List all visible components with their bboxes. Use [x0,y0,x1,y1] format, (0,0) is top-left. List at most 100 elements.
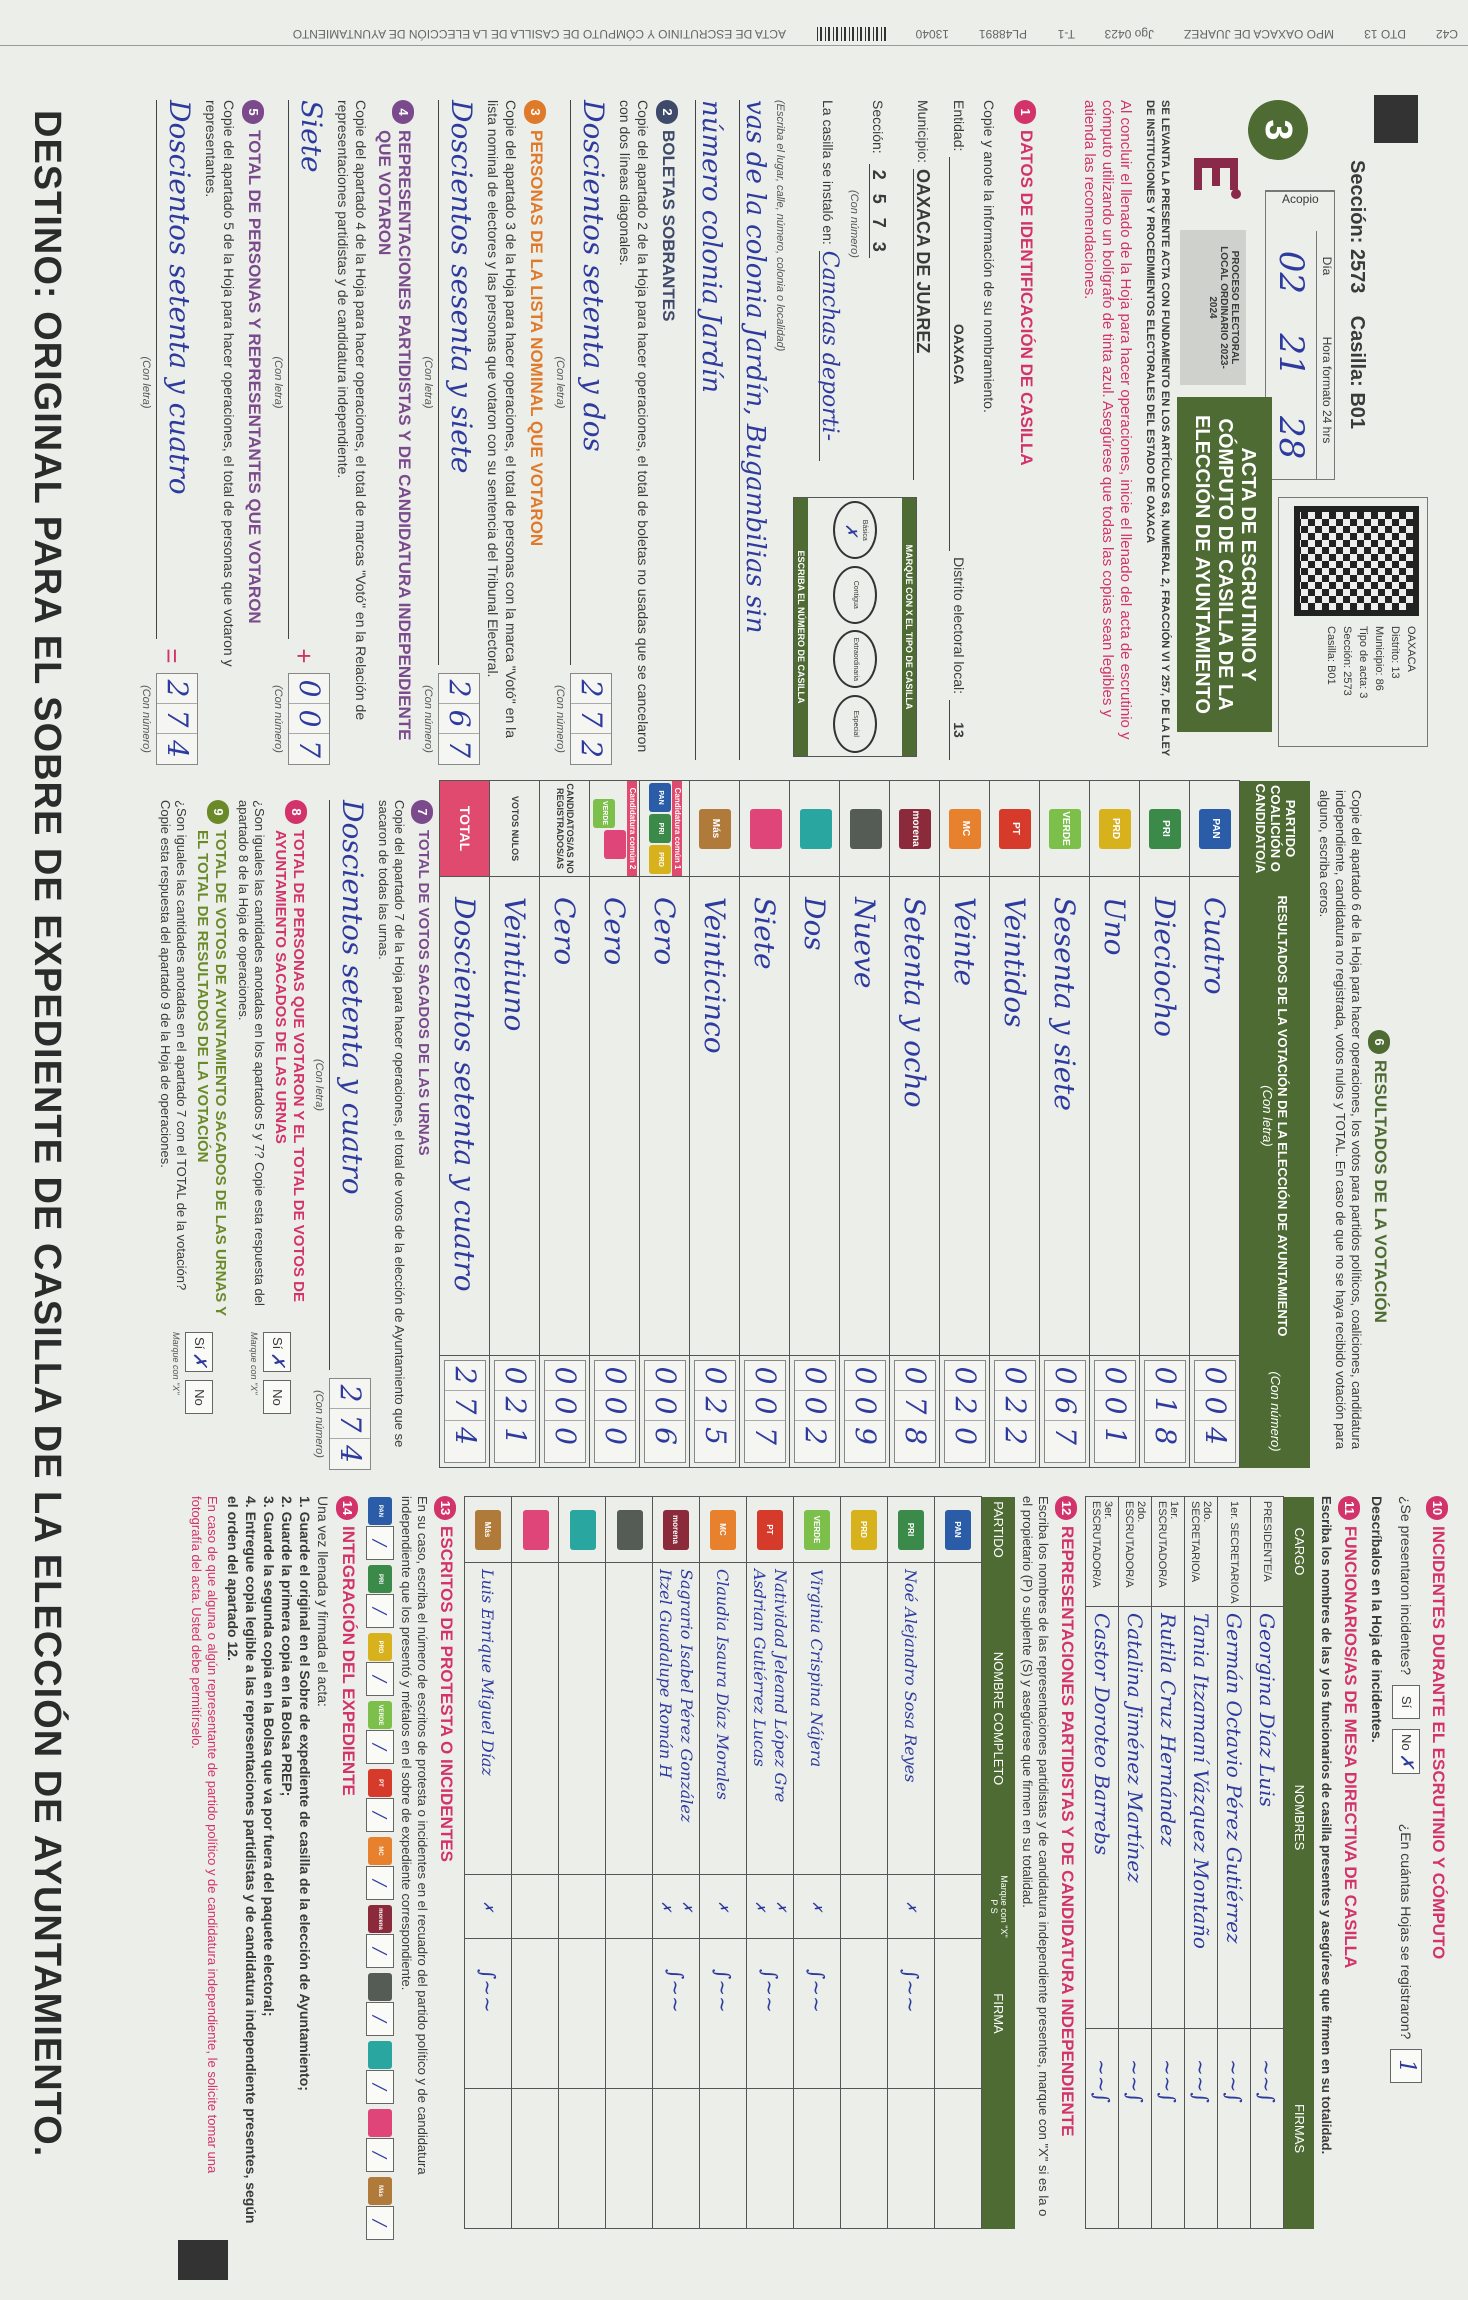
no-checkbox[interactable]: No [263,1380,292,1415]
representative-signature-field[interactable]: ∫~~ [699,1938,747,2089]
ps-mark-field[interactable]: ✗ [887,1874,935,1939]
votes-letter-field[interactable]: Cero [640,876,690,1356]
ps-mark-field[interactable] [934,1874,982,1939]
official-signature-field[interactable]: ~~∫ [1086,2028,1119,2229]
ps-mark-field[interactable] [511,1874,559,1939]
votes-letter-field[interactable]: Siete [740,876,790,1356]
protest-count-field[interactable]: / [366,1934,394,1968]
protest-count-field[interactable]: / [366,2206,394,2240]
votes-letter-field[interactable]: Doscientos setenta y cuatro [440,876,490,1356]
representative-signature-field[interactable]: ∫~~ [887,1938,935,2089]
official-signature-field[interactable]: ~~∫ [1251,2028,1284,2229]
representative-name-field[interactable] [605,1562,653,1875]
ps-mark-field[interactable]: ✗ ✗ [746,1874,794,1939]
ps-mark-field[interactable]: ✗ [793,1874,841,1939]
casilla-type-option[interactable]: Extraordinaria [833,630,877,689]
representative-name-field[interactable] [840,1562,888,1875]
representative-name-field[interactable] [511,1562,559,1875]
party-logo-icon: VERDE [368,1701,392,1729]
casilla-type-label: Especial [852,710,859,737]
representative-name-field[interactable]: Natividad Jeleand López Gre Asdrian Gutié… [746,1562,794,1875]
protest-count-field[interactable]: / [366,1866,394,1900]
no-checkbox[interactable]: No [185,1380,214,1415]
representative-signature-field[interactable] [934,1938,982,2089]
representative-name-field[interactable]: Virginia Crispina Nájera [793,1562,841,1875]
votes-letter-field[interactable]: Setenta y ocho [890,876,940,1356]
ps-mark-field[interactable]: ✗ ✗ [652,1874,700,1939]
ps-mark-field[interactable] [558,1874,606,1939]
votes-letter-field[interactable]: Dieciocho [1140,876,1190,1356]
votes-letter-field[interactable]: Sesenta y siete [1040,876,1090,1356]
digit-box: 7 [895,1391,935,1421]
representative-signature-field[interactable] [558,1938,606,2089]
votes-letter-field[interactable]: Cero [540,876,590,1356]
section-5-written-field[interactable]: Doscientos setenta y cuatro [156,100,196,639]
casilla-type-option[interactable]: Especial [833,694,877,753]
protest-count-field[interactable]: / [366,1594,394,1628]
section-4-written-field[interactable]: Siete [288,100,328,639]
party-logo-icon [368,2041,392,2069]
votes-letter-field[interactable]: Veintiuno [490,876,540,1356]
votes-letter-field[interactable]: Nueve [840,876,890,1356]
section-7-written-field[interactable]: Doscientos setenta y cuatro [329,800,370,1370]
protest-count-field[interactable]: / [366,2138,394,2172]
ps-mark-field[interactable] [605,1874,653,1939]
protest-count-field[interactable]: / [366,2002,394,2036]
votes-letter-field[interactable]: Uno [1090,876,1140,1356]
ps-mark-field[interactable] [840,1874,888,1939]
yes-checkbox[interactable]: Sí ✗ [185,1332,214,1373]
section-3-written-field[interactable]: Doscientos sesenta y siete [438,100,478,665]
protest-count-field[interactable]: / [366,1662,394,1696]
casilla-type-option[interactable]: Contigua [833,565,877,624]
official-signature-field[interactable]: ~~∫ [1218,2028,1251,2229]
representative-name-field[interactable]: Claudia Isaura Díaz Morales [699,1562,747,1875]
protest-count-field[interactable]: / [366,2070,394,2104]
votes-letter-field[interactable]: Dos [790,876,840,1356]
protest-count-field[interactable]: / [366,1798,394,1832]
representative-signature-field[interactable]: ∫~~ [793,1938,841,2089]
representative-name-field[interactable] [558,1562,606,1875]
votes-letter-field[interactable]: Cuatro [1190,876,1240,1356]
representative-name-field[interactable]: Luis Enrique Miguel Díaz [464,1562,512,1875]
votes-letter-field[interactable]: Cero [590,876,640,1356]
yes-checkbox[interactable]: Sí ✗ [263,1332,292,1373]
protest-count-field[interactable]: / [366,1526,394,1560]
section-7: 7 TOTAL DE VOTOS SACADOS DE LAS URNAS Copi… [314,800,434,1470]
ps-mark-field[interactable]: ✗ [464,1874,512,1939]
official-signature-field[interactable]: ~~∫ [1185,2028,1218,2229]
representative-signature-field[interactable]: ∫~~ [746,1938,794,2089]
section-2-written-field[interactable]: Doscientos setenta y dos [570,100,610,665]
incidents-no-checkbox[interactable]: No ✗ [1392,1729,1420,1774]
representative-name-field[interactable] [934,1562,982,1875]
votes-letter-field[interactable]: Veinte [940,876,990,1356]
votes-letter-field[interactable]: Veintidos [990,876,1040,1356]
representative-signature-field[interactable] [840,1938,888,2089]
official-name-field[interactable]: Georgina Díaz Luis [1251,1606,1284,2029]
votes-letter-field[interactable]: Veinticinco [690,876,740,1356]
installed-line-2: vas de la colonia Jardín, Bugambilias si… [739,100,770,760]
casilla-type-option[interactable]: Básica ✗ [833,501,877,560]
representative-signature-field[interactable] [605,1938,653,2089]
official-name-field[interactable]: Tania Itzamaní Vázquez Montaño [1185,1606,1218,2029]
official-name-field[interactable]: Germán Octavio Pérez Gutiérrez [1218,1606,1251,2029]
digit-box: 6 [649,1427,682,1445]
digit-box: 5 [699,1427,732,1445]
representative-signature-field[interactable]: ∫~~ [464,1938,512,2089]
representative-signature-field[interactable]: ∫~~ [652,1938,700,2089]
ps-mark-field[interactable]: ✗ [699,1874,747,1939]
official-signature-field[interactable]: ~~∫ [1152,2028,1185,2229]
representative-name-field[interactable]: Noé Alejandro Sosa Reyes [887,1562,935,1875]
official-name-field[interactable]: Castor Doroteo Barrebs [1086,1606,1119,2029]
representative-name-field[interactable]: Sagrario Isabel Pérez González Itzel Guad… [652,1562,700,1875]
official-name-field[interactable]: Catalina Jiménez Martínez [1119,1606,1152,2029]
incidents-yes-checkbox[interactable]: Sí [1392,1685,1420,1719]
strip-title: ACTA DE ESCRUTINIO Y CÓMPUTO DE CASILLA … [292,27,786,41]
protest-count-field[interactable]: / [366,1730,394,1764]
representative-signature-field[interactable] [511,1938,559,2089]
sheets-count-field[interactable]: 1 [1390,2049,1422,2084]
official-name-field[interactable]: Rutila Cruz Hernández [1152,1606,1185,2029]
official-signature-field[interactable]: ~~∫ [1119,2028,1152,2229]
party-cell: morena [652,1496,700,1563]
digit-box: 1 [1099,1427,1132,1445]
